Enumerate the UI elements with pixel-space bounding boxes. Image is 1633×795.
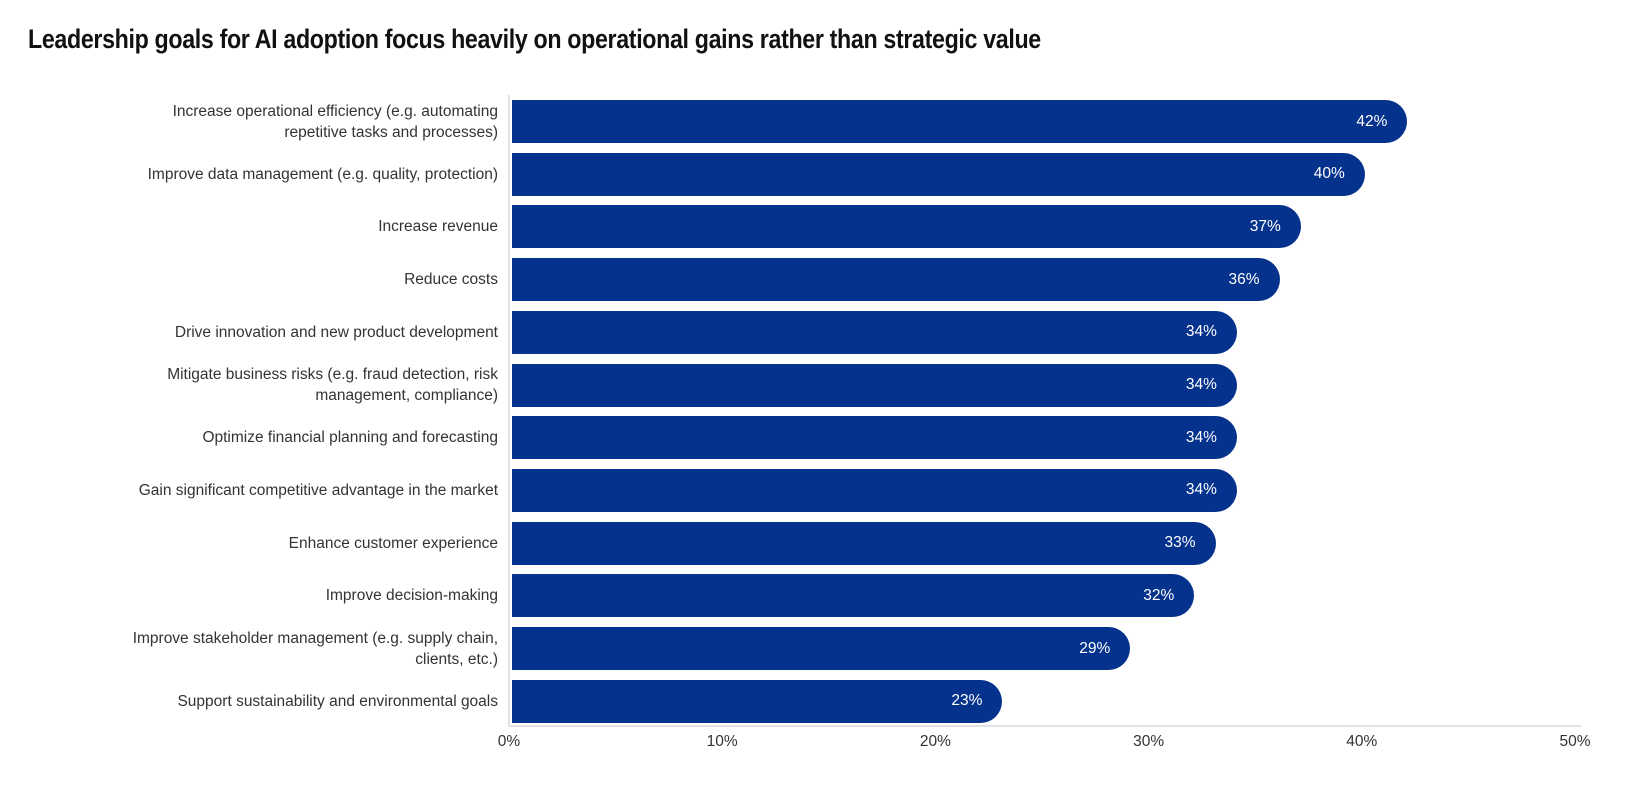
x-axis-tick-label: 10% bbox=[706, 733, 738, 750]
bar-value-label: 29% bbox=[1079, 639, 1111, 657]
bar-value-label: 42% bbox=[1356, 112, 1388, 130]
bar-value-label: 36% bbox=[1228, 270, 1260, 288]
category-label: Increase revenue bbox=[378, 218, 498, 236]
bar: 42% bbox=[512, 100, 1408, 143]
category-label: Improve data management (e.g. quality, p… bbox=[147, 165, 498, 183]
category-label: Mitigate business risks (e.g. fraud dete… bbox=[167, 366, 498, 404]
bar: 33% bbox=[512, 521, 1216, 565]
bar: 32% bbox=[512, 574, 1195, 618]
category-label: Enhance customer experience bbox=[288, 534, 498, 552]
bar: 23% bbox=[512, 679, 1003, 723]
bar: 34% bbox=[512, 363, 1237, 407]
category-label: Gain significant competitive advantage i… bbox=[138, 481, 498, 499]
x-axis-tick-label: 40% bbox=[1346, 733, 1378, 750]
category-label: Improve stakeholder management (e.g. sup… bbox=[132, 629, 498, 668]
category-label: Support sustainability and environmental… bbox=[177, 692, 498, 710]
bar: 29% bbox=[512, 627, 1131, 670]
chart-title: Leadership goals for AI adoption focus h… bbox=[28, 24, 1041, 54]
bar: 34% bbox=[512, 416, 1237, 460]
bar: 36% bbox=[512, 258, 1280, 302]
bar: 37% bbox=[512, 205, 1301, 249]
x-axis-tick-label: 30% bbox=[1133, 733, 1165, 750]
bar: 34% bbox=[512, 310, 1237, 354]
bar: 34% bbox=[512, 468, 1237, 512]
bar-value-label: 34% bbox=[1185, 376, 1217, 393]
bar: 40% bbox=[512, 152, 1365, 196]
bar-value-label: 37% bbox=[1249, 217, 1281, 235]
bar-value-label: 23% bbox=[951, 692, 983, 710]
category-label: Optimize financial planning and forecast… bbox=[202, 429, 498, 447]
x-axis-tick-label: 0% bbox=[497, 733, 521, 750]
bar-value-label: 40% bbox=[1313, 165, 1345, 183]
bar-value-label: 32% bbox=[1143, 586, 1175, 604]
category-label: Reduce costs bbox=[404, 271, 498, 289]
bar-value-label: 34% bbox=[1185, 428, 1217, 446]
x-axis-tick-label: 50% bbox=[1559, 733, 1591, 750]
x-axis-line bbox=[508, 725, 1581, 727]
category-label: Drive innovation and new product develop… bbox=[174, 323, 498, 341]
category-label: Increase operational efficiency (e.g. au… bbox=[172, 102, 498, 141]
category-label: Improve decision-making bbox=[325, 587, 498, 605]
bar-value-label: 33% bbox=[1164, 534, 1196, 552]
x-axis-tick-label: 20% bbox=[919, 733, 951, 750]
bar-value-label: 34% bbox=[1185, 481, 1217, 499]
bar-value-label: 34% bbox=[1185, 323, 1217, 341]
y-axis-line bbox=[508, 95, 510, 726]
